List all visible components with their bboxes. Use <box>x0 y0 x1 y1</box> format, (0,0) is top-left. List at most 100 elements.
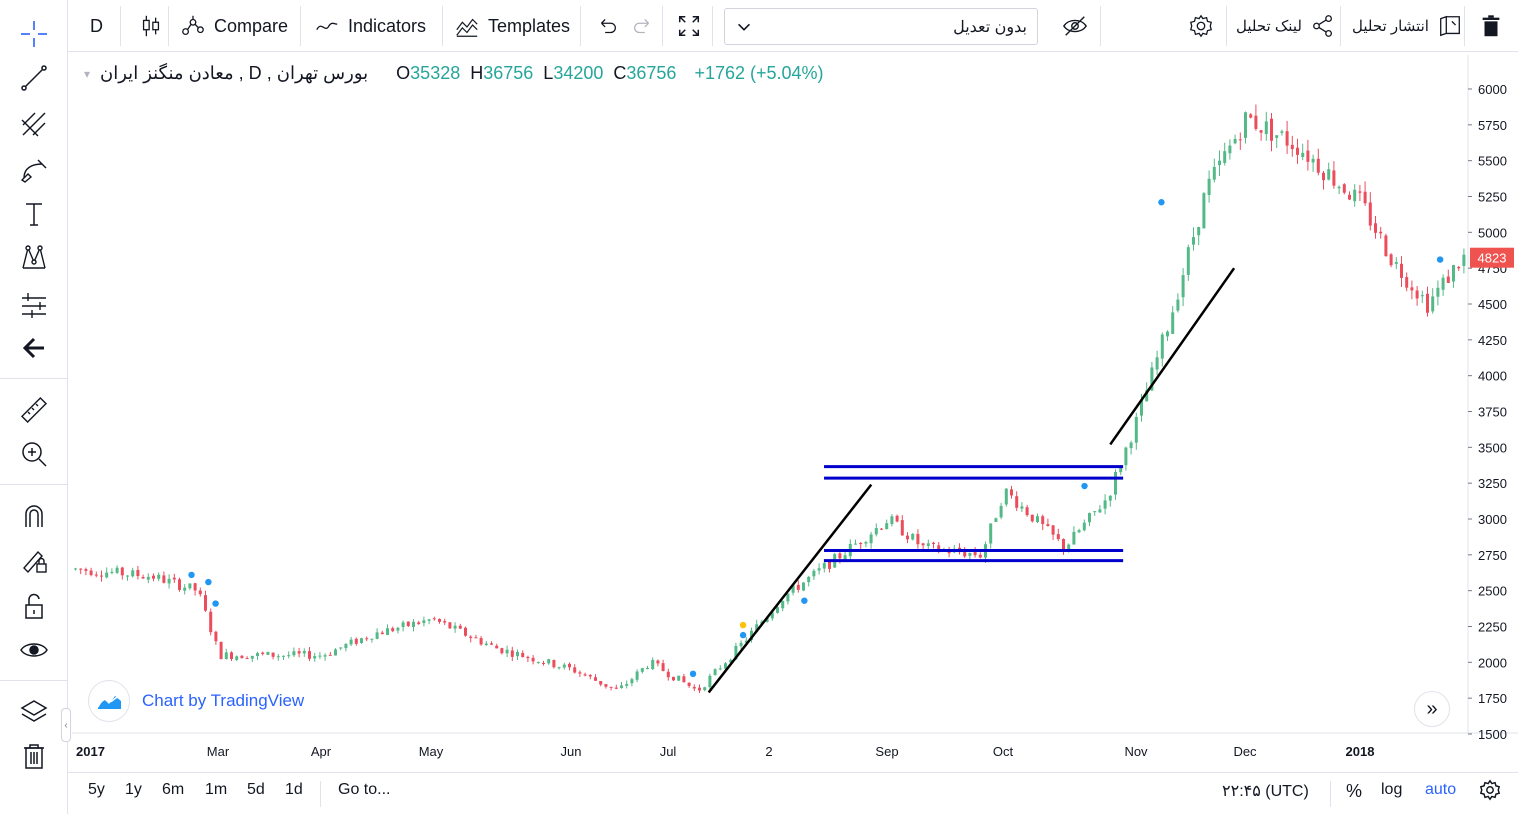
event-dot <box>1081 482 1088 490</box>
candle-body <box>1363 191 1367 204</box>
candle-body <box>94 574 98 576</box>
candle-body <box>256 653 259 656</box>
layers-icon[interactable] <box>14 694 54 730</box>
candle-body <box>302 651 306 654</box>
redo-button[interactable] <box>622 8 664 44</box>
chart-pane[interactable]: 6000 5750 5500 5250 5000 4750 4500 4250 4000 3750… <box>72 55 1518 772</box>
candle-body <box>718 668 722 670</box>
gear-icon <box>1189 14 1213 38</box>
trend-line-icon[interactable] <box>14 60 54 96</box>
y-tick-label: 6000 <box>1478 82 1507 97</box>
publish-button[interactable]: انتشار تحلیل <box>1344 8 1471 44</box>
scroll-to-realtime-button[interactable]: » <box>1414 691 1450 727</box>
trash-icon[interactable] <box>14 738 54 774</box>
candle-body <box>1098 509 1102 513</box>
undo-button[interactable] <box>586 8 628 44</box>
range-1m[interactable]: 1m <box>205 781 228 798</box>
indicators-button[interactable]: Indicators <box>306 8 434 44</box>
candle-body <box>625 683 629 686</box>
candle-body <box>1088 513 1091 523</box>
collapse-toolbar-handle[interactable]: ‹ <box>61 708 71 742</box>
candle-body <box>230 652 233 659</box>
range-5y[interactable]: 5y <box>88 781 105 798</box>
y-tick-label: 2750 <box>1478 548 1507 563</box>
candle-body <box>614 687 618 689</box>
fullscreen-button[interactable] <box>668 8 710 44</box>
candle-body <box>620 685 623 688</box>
candle-body <box>505 649 509 654</box>
top-toolbar: D Compare Indicators Templates <box>68 0 1518 52</box>
chart-settings-button[interactable] <box>1479 779 1501 806</box>
candle-body <box>406 621 410 627</box>
legend-caret-icon[interactable]: ▾ <box>84 66 91 81</box>
candle-body <box>1322 172 1325 181</box>
crosshair-icon[interactable] <box>14 16 54 52</box>
x-tick-label: 2 <box>765 744 772 759</box>
candle-body <box>791 585 795 593</box>
log-toggle[interactable]: log <box>1381 781 1403 798</box>
y-tick-label: 2500 <box>1478 584 1507 599</box>
compare-button[interactable]: Compare <box>172 8 296 44</box>
candle-body <box>646 667 649 669</box>
candle-body <box>516 651 519 657</box>
candle-body <box>1327 169 1331 180</box>
arrow-back-icon[interactable] <box>14 330 54 366</box>
candle-body <box>937 545 941 552</box>
chart-style-button[interactable] <box>130 8 172 44</box>
candle-body <box>729 659 733 663</box>
range-1y[interactable]: 1y <box>125 781 142 798</box>
x-tick-label: 2017 <box>76 744 105 759</box>
candle-body <box>370 638 374 640</box>
lock-drawings-icon[interactable] <box>14 542 54 578</box>
candle-body <box>1145 390 1149 402</box>
interval-button[interactable]: D <box>82 8 111 44</box>
forecast-icon[interactable] <box>14 286 54 322</box>
candle-body <box>583 674 587 676</box>
delete-button[interactable] <box>1470 8 1512 44</box>
y-tick-label: 4500 <box>1478 297 1507 312</box>
text-tool-icon[interactable] <box>14 196 54 232</box>
timezone-button[interactable]: ۲۲:۴۵ (UTC) <box>1222 783 1309 800</box>
settings-button[interactable] <box>1180 8 1222 44</box>
brush-icon[interactable] <box>14 152 54 188</box>
candle-body <box>1296 147 1299 155</box>
tradingview-watermark[interactable]: Chart by TradingView <box>88 679 304 723</box>
range-5d[interactable]: 5d <box>247 781 265 798</box>
range-6m[interactable]: 6m <box>162 781 185 798</box>
share-link-button[interactable]: لینک تحلیل <box>1228 8 1344 44</box>
goto-button[interactable]: Go to... <box>338 781 391 798</box>
auto-toggle[interactable]: auto <box>1425 781 1457 798</box>
legend-close: 36756 <box>626 63 677 83</box>
ruler-icon[interactable] <box>14 392 54 428</box>
eye-icon[interactable] <box>14 632 54 668</box>
candle-body <box>568 663 571 668</box>
candle-body <box>1186 247 1190 275</box>
percent-toggle[interactable]: % <box>1346 781 1363 801</box>
magnet-icon[interactable] <box>14 498 54 534</box>
templates-button[interactable]: Templates <box>446 8 578 44</box>
legend-close-label: C <box>613 63 627 83</box>
candle-body <box>484 643 488 645</box>
candle-body <box>864 542 868 544</box>
range-1d[interactable]: 1d <box>285 781 303 798</box>
pattern-icon[interactable] <box>14 240 54 276</box>
candle-body <box>562 664 566 668</box>
adjustment-select[interactable]: بدون تعدیل <box>724 8 1038 45</box>
candle-body <box>630 679 634 684</box>
candle-body <box>1290 144 1294 150</box>
zoom-in-icon[interactable] <box>14 436 54 472</box>
candle-body <box>1041 516 1045 525</box>
unlock-icon[interactable] <box>14 588 54 624</box>
pitchfork-icon[interactable] <box>14 106 54 142</box>
candle-body <box>978 554 982 558</box>
legend-symbol[interactable]: بورس تهران , D , معادن منگنز ایران <box>100 63 368 84</box>
candle-body <box>464 627 467 636</box>
candle-body <box>152 575 155 579</box>
hide-button[interactable] <box>1054 8 1096 44</box>
candle-body <box>1332 170 1336 186</box>
candle-body <box>776 607 779 613</box>
price-chart[interactable]: 6000575055005250500047504500425040003750… <box>72 55 1518 772</box>
candle-body <box>1270 118 1273 141</box>
x-tick-label: May <box>419 744 444 759</box>
candle-body <box>1389 254 1393 266</box>
